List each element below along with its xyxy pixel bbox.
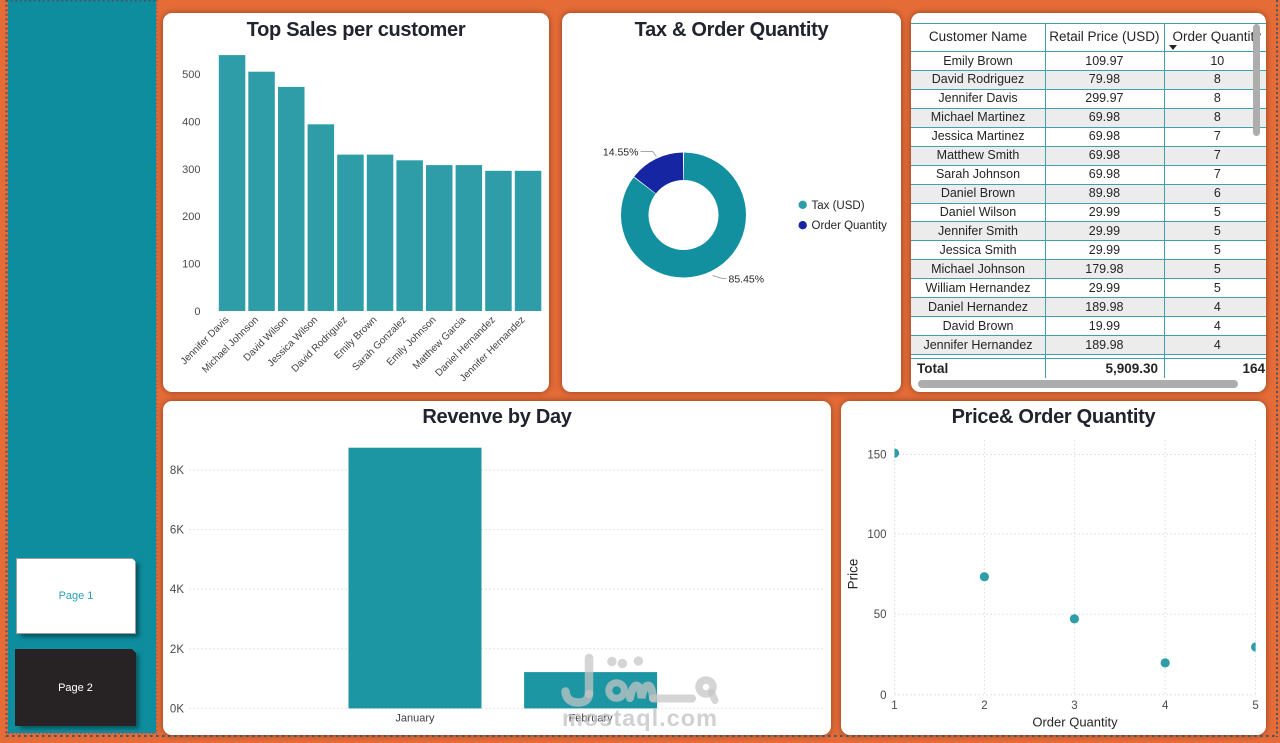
svg-text:8K: 8K: [170, 465, 184, 477]
svg-text:100: 100: [867, 529, 886, 541]
svg-text:Price: Price: [846, 559, 861, 590]
svg-text:Order Quantity: Order Quantity: [1032, 715, 1118, 730]
svg-text:400: 400: [182, 117, 200, 129]
svg-text:Matthew Garcia: Matthew Garcia: [411, 314, 469, 372]
svg-text:2: 2: [981, 700, 987, 712]
svg-text:300: 300: [182, 164, 200, 176]
svg-text:500: 500: [182, 69, 200, 81]
svg-text:Tax (USD): Tax (USD): [812, 200, 865, 212]
svg-text:2K: 2K: [170, 644, 184, 656]
svg-text:3: 3: [1071, 700, 1077, 712]
svg-text:0: 0: [880, 690, 886, 702]
svg-text:100: 100: [182, 259, 200, 271]
svg-text:6K: 6K: [170, 525, 184, 537]
svg-text:5: 5: [1252, 700, 1258, 712]
svg-text:200: 200: [182, 211, 200, 223]
svg-text:Order Quantity: Order Quantity: [812, 220, 888, 232]
svg-text:14.55%: 14.55%: [603, 147, 639, 159]
svg-text:February: February: [569, 712, 614, 724]
svg-text:0: 0: [194, 306, 200, 318]
svg-text:50: 50: [874, 609, 887, 621]
svg-text:85.45%: 85.45%: [729, 274, 765, 286]
svg-text:0K: 0K: [170, 703, 184, 715]
svg-text:January: January: [395, 712, 435, 724]
svg-text:1: 1: [891, 700, 897, 712]
svg-text:150: 150: [867, 450, 886, 462]
svg-text:4: 4: [1162, 700, 1169, 712]
svg-text:4K: 4K: [170, 584, 184, 596]
